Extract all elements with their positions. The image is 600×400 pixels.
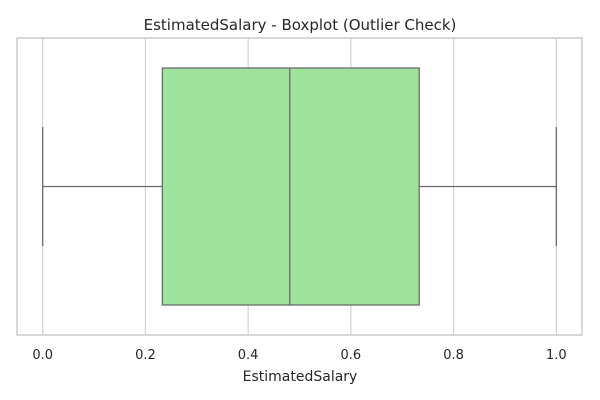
- x-axis-ticks: 0.0 0.2 0.4 0.6 0.8 1.0: [32, 348, 566, 363]
- x-tick-label: 0.0: [32, 348, 53, 363]
- x-tick-label: 1.0: [546, 348, 567, 363]
- x-tick-label: 0.4: [238, 348, 259, 363]
- x-tick-label: 0.2: [135, 348, 156, 363]
- x-axis-label: EstimatedSalary: [243, 369, 358, 385]
- x-tick-label: 0.6: [341, 348, 362, 363]
- interquartile-box: [161, 67, 420, 306]
- box-plot: [42, 67, 557, 306]
- plot-area-frame: [16, 37, 583, 336]
- chart-title: EstimatedSalary - Boxplot (Outlier Check…: [144, 16, 457, 34]
- x-tick-label: 0.8: [443, 348, 464, 363]
